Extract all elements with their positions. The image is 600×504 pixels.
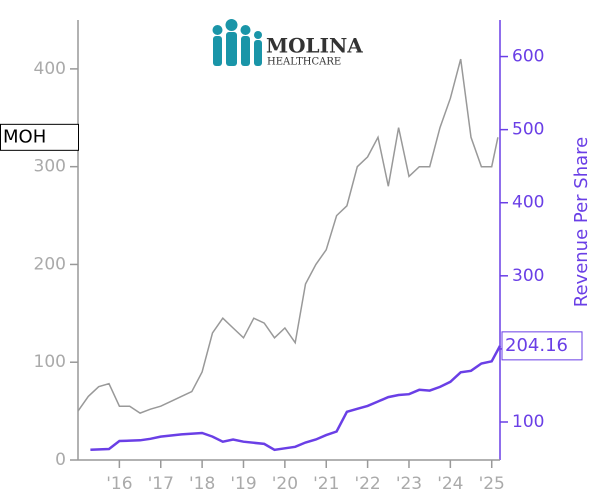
x-tick-label: '16 <box>106 474 132 494</box>
y2-tick-label: 100 <box>512 412 544 432</box>
logo-figure <box>241 36 250 66</box>
revenue-label-box <box>501 331 583 361</box>
y2-tick-label: 500 <box>512 120 544 140</box>
x-tick-label: '25 <box>479 474 505 494</box>
logo-figure <box>225 19 238 31</box>
y-tick-label: 100 <box>34 352 66 372</box>
price-label-box <box>0 123 79 151</box>
x-tick-label: '20 <box>272 474 298 494</box>
series-line <box>90 345 502 452</box>
logo-figure <box>254 40 262 66</box>
x-tick-label: '24 <box>437 474 463 494</box>
logo-figure <box>254 31 262 39</box>
y2-tick-label: 400 <box>512 193 544 213</box>
logo-name: MOLINA <box>266 34 363 58</box>
series-line <box>77 58 499 414</box>
logo-tagline: HEALTHCARE <box>267 57 341 68</box>
logo-figure <box>213 36 222 66</box>
x-tick-label: '23 <box>396 474 422 494</box>
y2-axis-label: Revenue Per Share <box>571 137 592 307</box>
y-tick-label: 0 <box>55 450 66 470</box>
price-label: MOH <box>3 126 46 147</box>
y2-tick-label: 600 <box>512 47 544 67</box>
revenue-label: 204.16 <box>505 335 568 356</box>
logo-figure <box>226 32 237 66</box>
y-tick-label: 300 <box>34 157 66 177</box>
y-tick-label: 200 <box>34 254 66 274</box>
x-tick-label: '18 <box>189 474 215 494</box>
x-tick-label: '22 <box>354 474 380 494</box>
logo-figure <box>212 25 223 35</box>
x-tick-label: '17 <box>148 474 174 494</box>
logo-figure <box>240 25 251 35</box>
logo: MOLINA HEALTHCARE <box>212 19 363 68</box>
x-tick-label: '19 <box>230 474 256 494</box>
x-tick-label: '21 <box>313 474 339 494</box>
y-tick-label: 400 <box>34 59 66 79</box>
y2-tick-label: 300 <box>512 266 544 286</box>
